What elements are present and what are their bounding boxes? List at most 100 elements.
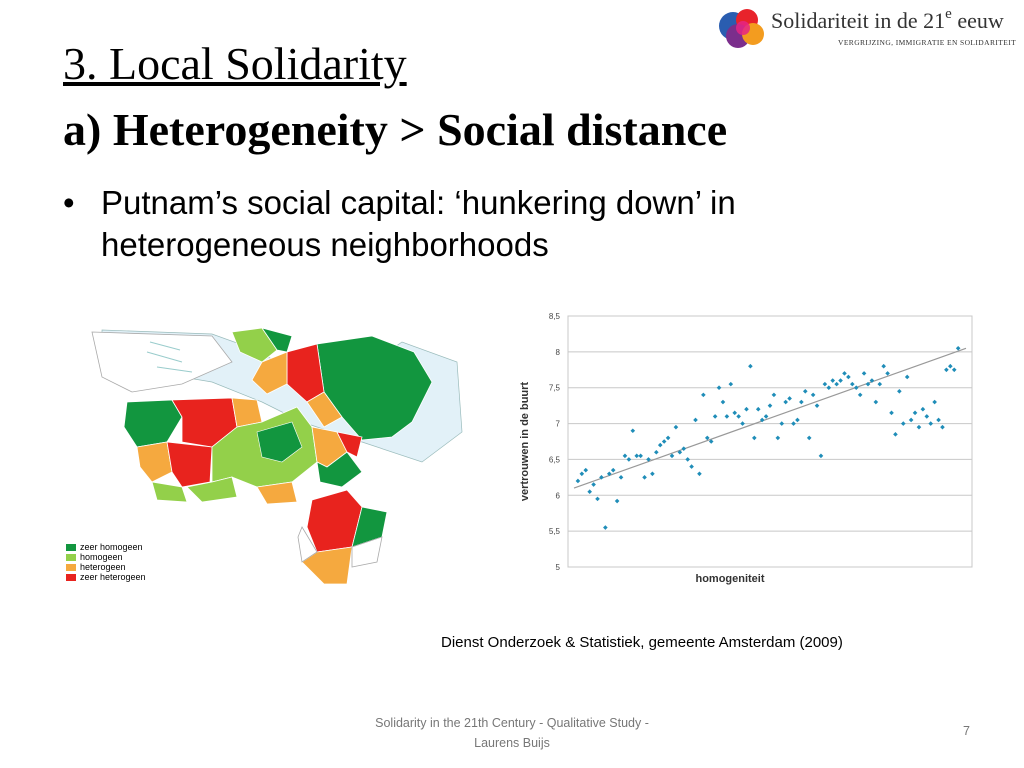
y-tick-label: 6,5 [549, 455, 561, 464]
bullet-text: Putnam’s social capital: ‘hunkering down… [101, 184, 736, 263]
legend-label: zeer heterogeen [80, 572, 146, 582]
data-point [748, 363, 753, 369]
data-point [787, 396, 792, 401]
data-point [928, 421, 934, 426]
data-point [853, 385, 859, 391]
data-point [857, 392, 863, 398]
logo-title: Solidariteit in de 21e eeuw [771, 6, 1004, 33]
data-point [763, 414, 769, 419]
legend-swatch [66, 544, 76, 551]
data-point [904, 374, 910, 380]
legend-swatch [66, 554, 76, 561]
data-point [701, 392, 706, 398]
data-point [810, 392, 816, 398]
data-point [732, 410, 738, 416]
data-point [932, 399, 937, 405]
data-point [771, 392, 777, 398]
y-tick-label: 5 [556, 563, 561, 572]
data-point [575, 478, 581, 484]
data-point [759, 417, 765, 423]
y-axis-label: vertrouwen in de buurt [519, 382, 531, 502]
legend-label: zeer homogeen [80, 542, 143, 552]
bullet-symbol: • [63, 184, 75, 221]
data-point [779, 421, 785, 426]
data-point [806, 435, 812, 441]
data-point [834, 381, 839, 387]
data-point [814, 403, 820, 408]
data-point [775, 435, 781, 441]
data-point [587, 489, 592, 494]
data-point [610, 467, 616, 473]
source-citation: Dienst Onderzoek & Statistiek, gemeente … [441, 634, 843, 651]
scatter-chart: 5 5,5 6 6,5 7 7,5 8 8,5 homogeniteit vertrouwen i… [519, 312, 973, 585]
page-number: 7 [963, 724, 970, 738]
map-legend: zeer homogeen homogeen heterogeen zeer h… [66, 543, 146, 583]
data-point [661, 439, 667, 444]
data-point [955, 345, 961, 351]
data-point [704, 435, 710, 441]
logo-tagline: VERGRIJZING, IMMIGRATIE EN SOLIDARITEIT [838, 38, 1017, 47]
data-point [850, 381, 855, 387]
data-point [595, 496, 600, 502]
data-point [948, 363, 953, 369]
y-tick-label: 7,5 [549, 384, 561, 393]
data-point [736, 414, 741, 419]
data-point [579, 471, 585, 477]
data-point [916, 424, 922, 430]
y-tick-label: 8 [556, 348, 561, 357]
data-point [630, 428, 636, 434]
data-point [685, 457, 690, 462]
data-point [618, 475, 624, 480]
amsterdam-neighborhood-map [91, 327, 463, 585]
data-point [716, 385, 722, 391]
data-point [654, 449, 659, 455]
data-point [646, 457, 651, 462]
data-point [708, 439, 714, 444]
ampersand-logo-icon [719, 9, 764, 48]
data-point [752, 435, 757, 441]
data-point [744, 406, 749, 412]
data-point [920, 406, 926, 412]
y-tick-label: 8,5 [549, 312, 561, 321]
data-point [795, 417, 800, 423]
data-point [873, 399, 879, 405]
slide-subtitle: a) Heterogeneity > Social distance [63, 104, 728, 155]
legend-item: zeer homogeen [66, 543, 146, 552]
data-point [591, 482, 596, 487]
legend-item: homogeen [66, 553, 146, 562]
data-point [740, 421, 745, 426]
data-point [830, 378, 836, 383]
data-point [665, 435, 671, 441]
logo: Solidariteit in de 21e eeuw VERGRIJZING,… [716, 6, 1016, 52]
data-point [838, 378, 843, 383]
y-tick-label: 5,5 [549, 527, 561, 536]
data-point [622, 453, 628, 459]
data-point [912, 410, 918, 416]
data-point [799, 399, 804, 405]
data-point [642, 475, 647, 480]
data-point [861, 371, 867, 376]
data-point [603, 525, 608, 530]
plot-area [567, 315, 973, 568]
data-point [650, 471, 655, 477]
data-point [802, 389, 808, 394]
data-point [606, 471, 612, 477]
legend-label: homogeen [80, 552, 123, 562]
x-axis-label: homogeniteit [695, 573, 764, 585]
data-point [924, 414, 930, 419]
data-point [638, 453, 643, 459]
y-tick-label: 7 [556, 420, 561, 429]
data-point [900, 421, 906, 426]
data-point [677, 449, 683, 455]
data-point [599, 475, 604, 480]
data-point [881, 363, 886, 369]
data-point [697, 471, 702, 477]
data-point [877, 381, 883, 387]
data-point [673, 424, 679, 430]
data-point [728, 381, 734, 387]
legend-item: heterogeen [66, 563, 146, 572]
data-point [897, 389, 902, 394]
trendline [573, 347, 967, 489]
data-point [822, 381, 828, 387]
data-point [818, 453, 824, 459]
